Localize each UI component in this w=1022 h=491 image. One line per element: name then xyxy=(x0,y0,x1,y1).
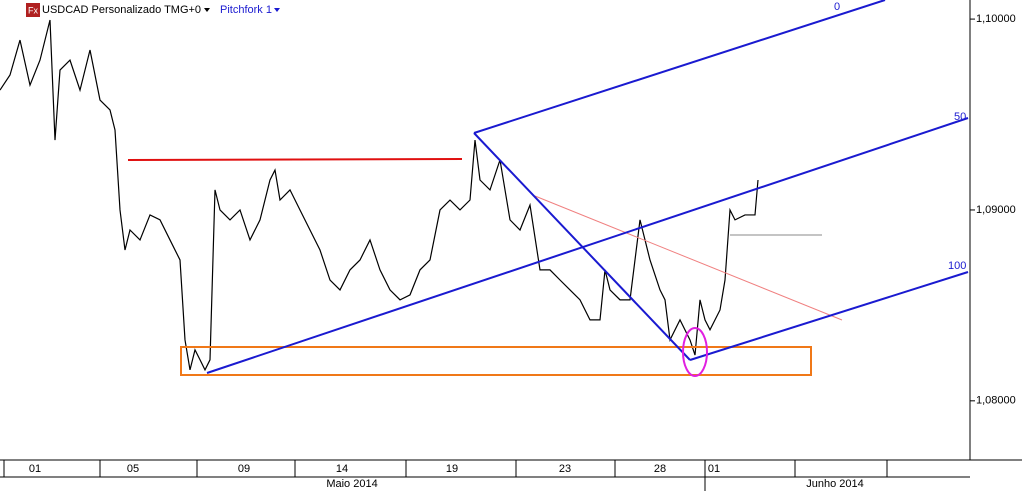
x-tick-label: 28 xyxy=(654,463,666,475)
trend-line xyxy=(534,195,843,321)
pitchfork-top xyxy=(473,0,886,134)
pitchfork-handle xyxy=(473,132,691,361)
month-label: Junho 2014 xyxy=(806,478,864,490)
x-tick-label: 01 xyxy=(29,463,41,475)
highlight-ellipse xyxy=(682,327,708,377)
resistance-line xyxy=(127,158,463,161)
x-tick-label: 19 xyxy=(446,463,458,475)
support-zone xyxy=(180,346,812,376)
y-tick-label: 1,10000 xyxy=(976,13,1016,25)
level-label: 0 xyxy=(834,1,840,13)
level-label: 100 xyxy=(948,260,966,272)
day-separators xyxy=(3,460,888,477)
x-tick-label: 14 xyxy=(336,463,348,475)
pitchfork-median xyxy=(206,117,969,374)
month-label: Maio 2014 xyxy=(326,478,377,490)
level-label: 50 xyxy=(954,111,966,123)
dropdown-arrow[interactable] xyxy=(274,8,280,12)
tool-label[interactable]: Pitchfork 1 xyxy=(220,4,272,16)
plot-area xyxy=(0,19,759,372)
x-tick-label: 23 xyxy=(559,463,571,475)
y-tick-label: 1,08000 xyxy=(976,395,1016,407)
x-tick-label: 05 xyxy=(127,463,139,475)
symbol-icon xyxy=(26,3,40,17)
x-tick-label: 09 xyxy=(238,463,250,475)
price-line xyxy=(0,19,759,372)
symbol-label[interactable]: USDCAD Personalizado TMG+0 xyxy=(42,4,201,16)
pitchfork-bottom xyxy=(689,271,969,361)
dropdown-arrow[interactable] xyxy=(204,8,210,12)
x-tick-label: 01 xyxy=(708,463,720,475)
icon-text: Fx xyxy=(28,5,38,15)
y-tick-label: 1,09000 xyxy=(976,204,1016,216)
